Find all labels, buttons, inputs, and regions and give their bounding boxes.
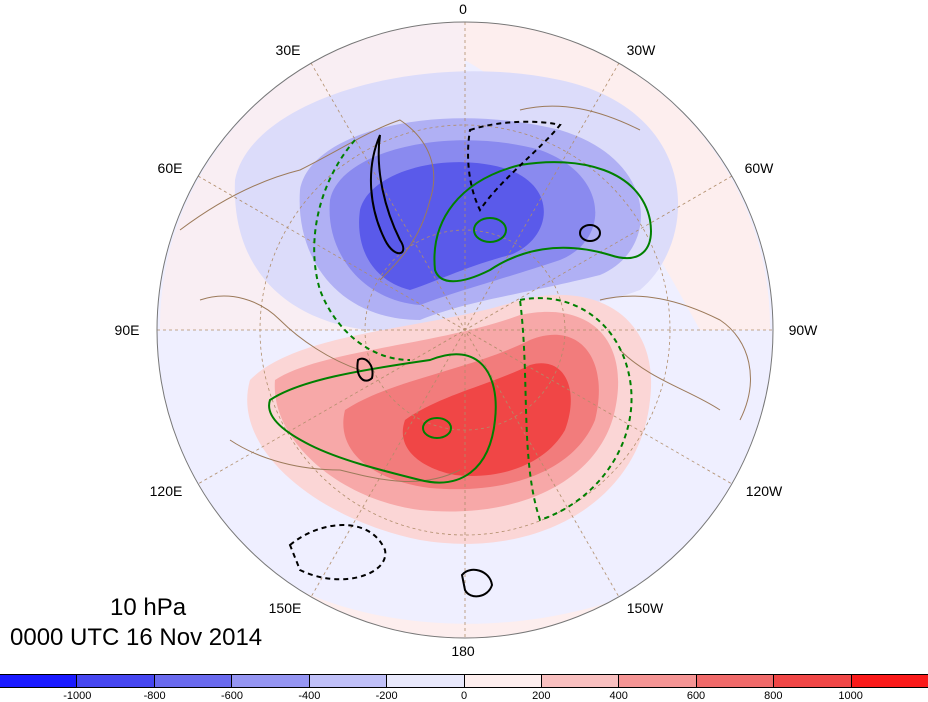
positive-anomaly-core [402,363,571,476]
colorbar-swatch [154,675,233,687]
colorbar-tick-label: 1000 [838,690,863,702]
colorbar-tick-label: -600 [220,690,244,702]
colorbar-swatch [851,675,928,687]
lon-label-120e: 120E [150,483,183,499]
lon-label-30e: 30E [276,42,301,58]
colorbar-tick-label: -200 [375,690,398,702]
colorbar-tick-label: -400 [298,690,321,702]
colorbar-tick-label: 600 [686,690,706,702]
lon-label-150e: 150E [269,600,302,616]
colorbar-swatch [77,675,155,687]
colorbar-swatch [464,675,542,687]
colorbar-swatch [232,675,310,687]
colorbar-swatch [696,675,775,687]
colorbar-swatch [309,675,388,687]
colorbar-swatch [619,675,697,687]
colorbar-swatch [774,675,852,687]
colorbar-tick-label: 400 [609,690,628,702]
coastlines [179,105,751,483]
lon-label-150w: 150W [627,600,664,616]
lon-label-90e: 90E [115,322,140,338]
lon-label-0: 0 [459,1,467,17]
colorbar-tick-label: 800 [764,690,783,702]
lon-label-60w: 60W [745,160,775,176]
colorbar-swatch [541,675,620,687]
colorbar-tick-label: -1000 [63,690,92,702]
lon-label-30w: 30W [627,42,657,58]
polar-map: 0 30W 60W 90W 120W 150W 180 150E 120E 90… [115,1,819,659]
colorbar-swatch [0,675,78,687]
colorbar-swatch [387,675,465,687]
map-boundary [156,21,774,639]
graticule [157,22,773,638]
lon-label-180: 180 [451,643,475,659]
colorbar-tick-label: 0 [460,690,468,702]
lon-label-60e: 60E [158,160,183,176]
valid-time-label: 0000 UTC 16 Nov 2014 [10,624,263,651]
pressure-level-label: 10 hPa [110,594,187,621]
lon-label-90w: 90W [789,322,819,338]
colorbar-tick-label: -800 [143,690,166,702]
lon-label-120w: 120W [746,483,783,499]
colorbar-tick-label: 200 [532,690,551,702]
colorbar [0,674,928,688]
contours [268,120,652,598]
negative-anomaly-core [359,162,544,290]
